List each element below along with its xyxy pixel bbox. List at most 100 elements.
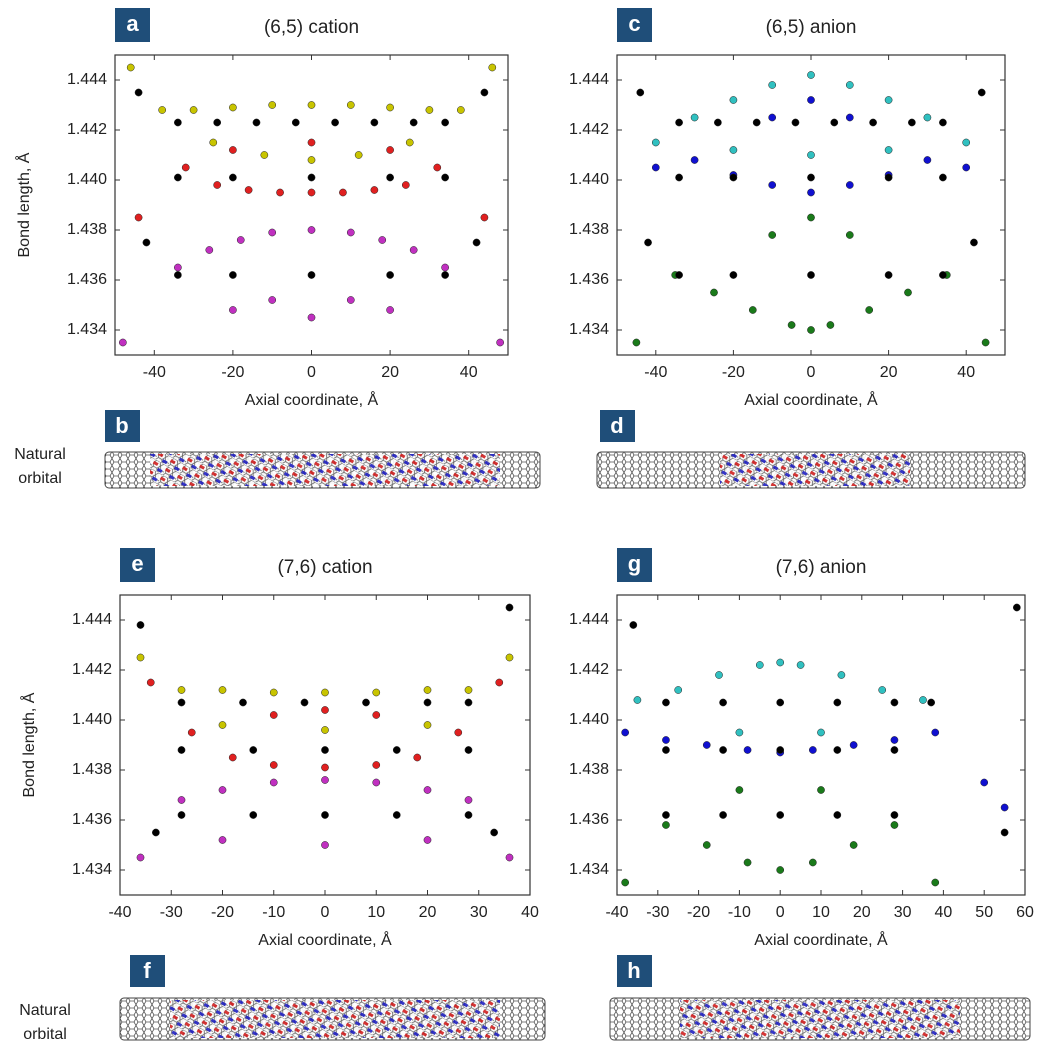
x-tick-label: -10 <box>728 904 751 921</box>
data-point <box>622 879 629 886</box>
data-point <box>506 654 513 661</box>
data-point <box>137 854 144 861</box>
data-point <box>777 866 784 873</box>
plot-frame <box>617 595 1025 895</box>
data-point <box>846 114 853 121</box>
y-tick-label: 1.438 <box>569 761 609 778</box>
orbital-h: h <box>610 955 1030 1040</box>
x-tick-label: 40 <box>521 904 539 921</box>
data-point <box>736 729 743 736</box>
y-tick-label: 1.444 <box>72 611 112 628</box>
data-point <box>769 231 776 238</box>
data-point <box>387 306 394 313</box>
data-point <box>355 151 362 158</box>
data-point <box>219 786 226 793</box>
chart-panel: g(7,6) anionAxial coordinate, Å-40-30-20… <box>569 548 1034 949</box>
data-point <box>846 81 853 88</box>
data-point <box>637 89 644 96</box>
data-point <box>879 686 886 693</box>
data-point <box>924 114 931 121</box>
data-point <box>253 119 260 126</box>
data-point <box>904 289 911 296</box>
x-tick-label: -20 <box>722 364 745 381</box>
data-point <box>675 119 682 126</box>
data-point <box>622 729 629 736</box>
x-tick-label: 10 <box>812 904 830 921</box>
data-point <box>491 829 498 836</box>
data-point <box>891 699 898 706</box>
data-point <box>675 174 682 181</box>
data-point <box>239 699 246 706</box>
x-tick-label: -40 <box>605 904 628 921</box>
data-point <box>939 271 946 278</box>
data-point <box>347 101 354 108</box>
data-point <box>703 841 710 848</box>
data-point <box>1001 829 1008 836</box>
data-point <box>321 746 328 753</box>
data-point <box>736 786 743 793</box>
data-point <box>744 746 751 753</box>
data-point <box>292 119 299 126</box>
y-tick-label: 1.442 <box>569 661 609 678</box>
data-point <box>174 264 181 271</box>
data-point <box>730 271 737 278</box>
data-point <box>373 711 380 718</box>
x-tick-label: 40 <box>935 904 953 921</box>
data-point <box>214 181 221 188</box>
x-tick-label: 20 <box>381 364 399 381</box>
data-point <box>827 321 834 328</box>
data-point <box>777 659 784 666</box>
orbital-density <box>680 1000 960 1038</box>
data-point <box>891 746 898 753</box>
y-axis-label: Bond length, Å <box>19 692 38 797</box>
data-point <box>908 119 915 126</box>
data-point <box>885 146 892 153</box>
data-point <box>506 604 513 611</box>
data-point <box>331 119 338 126</box>
y-tick-label: 1.440 <box>72 711 112 728</box>
panel-label: c <box>628 11 640 36</box>
panel-label: b <box>115 413 128 438</box>
data-point <box>497 339 504 346</box>
data-point <box>402 181 409 188</box>
data-point <box>347 229 354 236</box>
caption: Natural <box>19 1002 71 1019</box>
data-point <box>269 296 276 303</box>
x-tick-label: -40 <box>143 364 166 381</box>
data-point <box>321 776 328 783</box>
data-point <box>489 64 496 71</box>
data-point <box>932 729 939 736</box>
x-tick-label: 0 <box>321 904 330 921</box>
data-point <box>178 686 185 693</box>
orbital-d: d <box>597 410 1025 488</box>
y-tick-label: 1.442 <box>67 121 107 138</box>
orbital-density <box>720 454 910 486</box>
data-point <box>143 239 150 246</box>
x-tick-label: -20 <box>221 364 244 381</box>
data-point <box>261 151 268 158</box>
data-point <box>662 746 669 753</box>
data-point <box>137 621 144 628</box>
data-point <box>308 139 315 146</box>
data-point <box>506 854 513 861</box>
data-point <box>807 189 814 196</box>
data-point <box>891 821 898 828</box>
data-point <box>481 214 488 221</box>
data-point <box>1001 804 1008 811</box>
data-point <box>457 106 464 113</box>
data-point <box>481 89 488 96</box>
data-point <box>219 836 226 843</box>
orbital-density <box>170 1000 500 1038</box>
data-point <box>321 689 328 696</box>
x-tick-label: -20 <box>687 904 710 921</box>
data-point <box>465 686 472 693</box>
data-point <box>321 811 328 818</box>
data-point <box>379 236 386 243</box>
x-tick-label: 0 <box>307 364 316 381</box>
data-point <box>135 214 142 221</box>
data-point <box>719 746 726 753</box>
data-point <box>928 699 935 706</box>
data-point <box>807 271 814 278</box>
data-point <box>869 119 876 126</box>
